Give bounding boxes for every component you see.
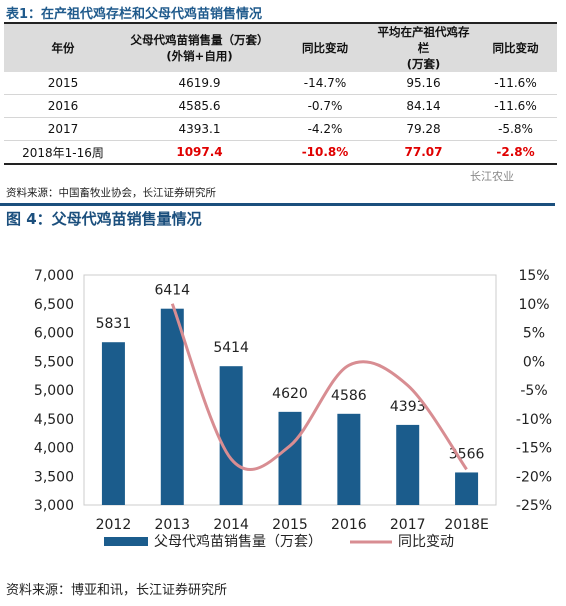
cell-yoy2: -11.6%: [474, 72, 557, 95]
y2-tick-label: -20%: [516, 469, 552, 485]
y2-tick-label: 0%: [523, 354, 545, 370]
table-row: 2015 4619.9 -14.7% 95.16 -11.6%: [4, 72, 557, 95]
watermark-text: 长江农业: [470, 168, 514, 184]
cell-stock: 79.28: [373, 118, 474, 141]
cell-year: 2018年1-16周: [4, 141, 122, 165]
table-source: 资料来源：中国畜牧业协会，长江证券研究所: [6, 185, 216, 200]
x-tick-label: 2015: [272, 517, 308, 533]
cell-stock: 84.14: [373, 95, 474, 118]
bar-value-label: 4586: [331, 388, 367, 404]
y2-tick-label: -10%: [516, 412, 552, 428]
bar-2015: [279, 412, 302, 505]
table-row: 2018年1-16周 1097.4 -10.8% 77.07 -2.8%: [4, 141, 557, 165]
header-sales: 父母代鸡苗销售量（万套） (外销+自用): [122, 23, 277, 72]
cell-stock: 77.07: [373, 141, 474, 165]
bar-2017: [396, 425, 419, 505]
x-tick-label: 2018E: [444, 517, 488, 533]
cell-sales: 1097.4: [122, 141, 277, 165]
chart-legend: 父母代鸡苗销售量（万套） 同比变动: [104, 533, 454, 550]
header-stock: 平均在产祖代鸡存栏 (万套): [373, 23, 474, 72]
figure-source: 资料来源：博亚和讯，长江证券研究所: [6, 579, 227, 598]
cell-year: 2016: [4, 95, 122, 118]
y-tick-label: 4,000: [34, 441, 74, 457]
legend-bar-label: 父母代鸡苗销售量（万套）: [154, 533, 322, 550]
figure-title: 图 4：父母代鸡苗销售量情况: [6, 208, 202, 229]
y2-tick-label: 5%: [523, 326, 545, 342]
y-tick-label: 3,500: [34, 469, 74, 485]
bar-2013: [161, 309, 184, 505]
chart-yoy-line: [172, 304, 466, 470]
chart-left-axis: 3,000 3,500 4,000 4,500 5,000 5,500 6,000 6,500…: [34, 268, 74, 514]
header-sales-line2: (外销+自用): [122, 48, 277, 64]
bar-value-label: 6414: [154, 283, 190, 299]
y2-tick-label: -25%: [516, 498, 552, 514]
x-tick-label: 2014: [213, 517, 249, 533]
y2-tick-label: -5%: [520, 383, 547, 399]
y2-tick-label: 10%: [518, 297, 549, 313]
data-table-block: 年份 父母代鸡苗销售量（万套） (外销+自用) 同比变动 平均在产祖代鸡存栏 (…: [4, 22, 557, 165]
y-tick-label: 3,000: [34, 498, 74, 514]
y-tick-label: 4,500: [34, 412, 74, 428]
bar-value-label: 5414: [213, 340, 249, 356]
cell-yoy1: -10.8%: [277, 141, 373, 165]
bar-value-label: 5831: [96, 316, 132, 332]
cell-year: 2017: [4, 118, 122, 141]
y-tick-label: 7,000: [34, 268, 74, 284]
x-tick-label: 2016: [331, 517, 367, 533]
y-tick-label: 5,500: [34, 354, 74, 370]
cell-sales: 4619.9: [122, 72, 277, 95]
data-table: 年份 父母代鸡苗销售量（万套） (外销+自用) 同比变动 平均在产祖代鸡存栏 (…: [4, 22, 557, 165]
cell-yoy1: -4.2%: [277, 118, 373, 141]
header-year: 年份: [4, 23, 122, 72]
cell-yoy1: -0.7%: [277, 95, 373, 118]
table-row: 2016 4585.6 -0.7% 84.14 -11.6%: [4, 95, 557, 118]
chart-x-axis: 2012 2013 2014 2015 2016 2017 2018E: [96, 517, 489, 533]
header-stock-line1: 平均在产祖代鸡存栏: [373, 24, 474, 56]
cell-yoy2: -5.8%: [474, 118, 557, 141]
bar-2014: [220, 366, 243, 505]
x-tick-label: 2013: [154, 517, 190, 533]
table-header-row: 年份 父母代鸡苗销售量（万套） (外销+自用) 同比变动 平均在产祖代鸡存栏 (…: [4, 23, 557, 72]
bar-value-label: 4620: [272, 386, 308, 402]
y-tick-label: 6,500: [34, 297, 74, 313]
bar-2012: [102, 342, 125, 505]
bar-2016: [337, 414, 360, 505]
y2-tick-label: 15%: [518, 268, 549, 284]
cell-sales: 4585.6: [122, 95, 277, 118]
cell-yoy2: -2.8%: [474, 141, 557, 165]
y2-tick-label: -15%: [516, 441, 552, 457]
cell-yoy1: -14.7%: [277, 72, 373, 95]
cell-yoy2: -11.6%: [474, 95, 557, 118]
legend-line-label: 同比变动: [398, 534, 454, 550]
x-tick-label: 2012: [96, 517, 132, 533]
table-title: 表1：在产祖代鸡存栏和父母代鸡苗销售情况: [6, 3, 262, 22]
header-stock-line2: (万套): [373, 56, 474, 72]
header-yoy1: 同比变动: [277, 23, 373, 72]
chart-right-axis: -25% -20% -15% -10% -5% 0% 5% 10% 15%: [516, 268, 552, 514]
x-tick-label: 2017: [390, 517, 426, 533]
y-tick-label: 5,000: [34, 383, 74, 399]
header-yoy2: 同比变动: [474, 23, 557, 72]
y-tick-label: 6,000: [34, 326, 74, 342]
cell-year: 2015: [4, 72, 122, 95]
cell-sales: 4393.1: [122, 118, 277, 141]
header-sales-line1: 父母代鸡苗销售量（万套）: [122, 32, 277, 48]
yoy-line-path: [172, 304, 466, 470]
table-row: 2017 4393.1 -4.2% 79.28 -5.8%: [4, 118, 557, 141]
cell-stock: 95.16: [373, 72, 474, 95]
bar-2018E: [455, 472, 478, 505]
legend-bar-swatch: [104, 537, 148, 546]
